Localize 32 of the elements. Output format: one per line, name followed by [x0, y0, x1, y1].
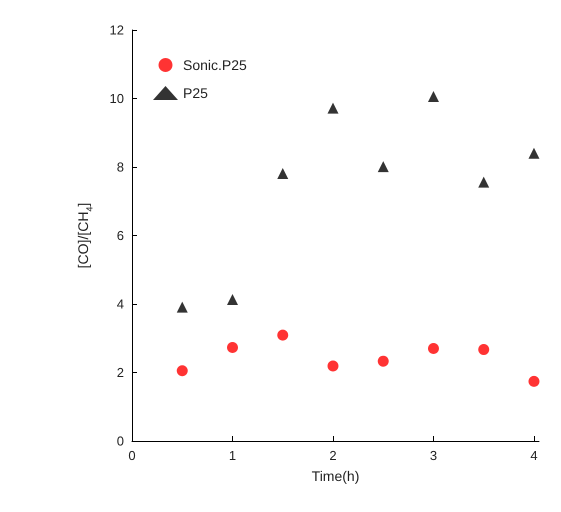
- y-tick-label: 10: [110, 91, 124, 106]
- y-tick-label: 4: [116, 296, 124, 312]
- point: [528, 376, 540, 387]
- x-axis-title: Time(h): [312, 468, 360, 484]
- point: [478, 344, 490, 356]
- y-tick-label: 2: [116, 365, 124, 380]
- x-tick-label: 3: [430, 448, 438, 463]
- x-tick-label: 2: [329, 448, 337, 463]
- y-tick-label: 8: [116, 160, 124, 174]
- point: [226, 294, 238, 306]
- point: [378, 356, 389, 367]
- point: [277, 330, 288, 341]
- y-tick-label: 6: [116, 228, 124, 243]
- point: [176, 302, 188, 313]
- point: [528, 148, 540, 159]
- legend-label: P25: [183, 85, 208, 101]
- point: [328, 360, 338, 372]
- point: [227, 342, 238, 353]
- point: [428, 343, 439, 354]
- y-tick-label: 12: [110, 22, 124, 38]
- y-tick-label: 0: [116, 434, 124, 448]
- point: [176, 365, 188, 376]
- legend-label: Sonic.P25: [183, 57, 248, 73]
- x-tick-label: 4: [530, 448, 538, 463]
- y-axis-title: [CO]/[CH4]: [75, 202, 94, 268]
- x-tick-label: 0: [128, 448, 136, 463]
- point: [378, 161, 389, 172]
- x-tick-label: 1: [228, 448, 236, 463]
- point: [327, 102, 338, 114]
- point: [428, 90, 439, 102]
- point: [277, 168, 288, 180]
- point: [478, 176, 490, 188]
